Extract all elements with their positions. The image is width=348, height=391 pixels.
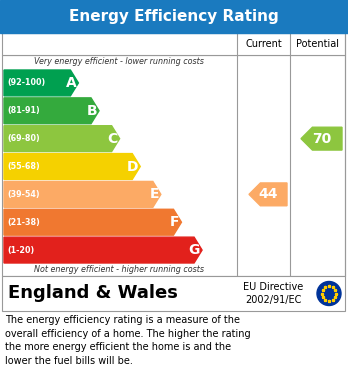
Polygon shape — [4, 126, 120, 152]
Text: C: C — [108, 132, 118, 145]
Polygon shape — [4, 181, 161, 207]
Bar — [2, 55, 345, 276]
Bar — [2, 33, 345, 55]
Text: (92-100): (92-100) — [7, 79, 45, 88]
Text: (39-54): (39-54) — [7, 190, 40, 199]
Text: Very energy efficient - lower running costs: Very energy efficient - lower running co… — [33, 57, 204, 66]
Text: Current: Current — [245, 39, 282, 49]
Text: England & Wales: England & Wales — [8, 285, 178, 303]
Text: B: B — [86, 104, 97, 118]
Text: (1-20): (1-20) — [7, 246, 34, 255]
Text: (21-38): (21-38) — [7, 218, 40, 227]
Text: D: D — [127, 160, 138, 174]
Bar — [0, 0, 348, 33]
Text: G: G — [189, 243, 200, 257]
Circle shape — [317, 282, 341, 305]
Polygon shape — [301, 127, 342, 150]
Text: Not energy efficient - higher running costs: Not energy efficient - higher running co… — [33, 265, 204, 274]
Text: Potential: Potential — [296, 39, 339, 49]
Polygon shape — [4, 237, 202, 263]
Polygon shape — [4, 154, 140, 179]
Text: A: A — [66, 76, 77, 90]
Text: (69-80): (69-80) — [7, 134, 40, 143]
Text: E: E — [149, 187, 159, 201]
Text: F: F — [170, 215, 180, 229]
Bar — [2, 276, 345, 311]
Polygon shape — [249, 183, 287, 206]
Text: (81-91): (81-91) — [7, 106, 40, 115]
Text: 70: 70 — [312, 132, 331, 145]
Text: Energy Efficiency Rating: Energy Efficiency Rating — [69, 9, 279, 24]
Polygon shape — [4, 98, 99, 124]
Text: (55-68): (55-68) — [7, 162, 40, 171]
Text: 44: 44 — [258, 187, 278, 201]
Polygon shape — [4, 209, 181, 235]
Polygon shape — [4, 70, 78, 96]
Text: The energy efficiency rating is a measure of the
overall efficiency of a home. T: The energy efficiency rating is a measur… — [5, 315, 251, 366]
Text: EU Directive
2002/91/EC: EU Directive 2002/91/EC — [243, 282, 303, 305]
